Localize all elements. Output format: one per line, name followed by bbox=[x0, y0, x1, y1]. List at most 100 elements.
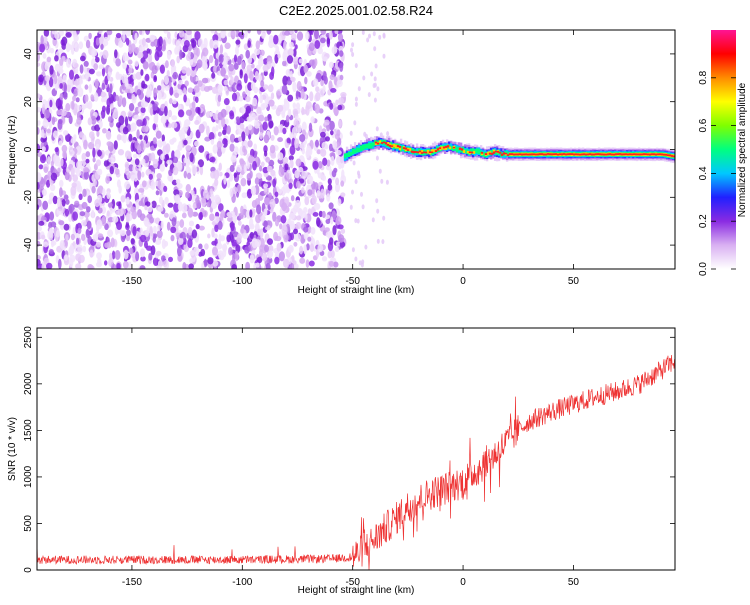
noise-speckle bbox=[47, 156, 51, 165]
noise-speckle bbox=[325, 136, 330, 142]
noise-speckle bbox=[332, 225, 337, 236]
noise-speckle bbox=[214, 216, 220, 224]
noise-speckle bbox=[292, 102, 296, 109]
signal-cell bbox=[416, 151, 420, 154]
noise-speckle bbox=[275, 219, 279, 227]
noise-speckle bbox=[83, 166, 89, 173]
noise-speckle bbox=[50, 172, 58, 181]
signal-cell bbox=[586, 153, 590, 156]
noise-speckle bbox=[264, 150, 268, 157]
signal-cell bbox=[347, 152, 351, 157]
noise-speckle bbox=[210, 138, 215, 145]
noise-speckle bbox=[71, 182, 77, 188]
noise-speckle bbox=[338, 119, 342, 128]
noise-speckle bbox=[73, 34, 79, 42]
signal-cell bbox=[664, 153, 668, 156]
noise-speckle bbox=[228, 246, 233, 256]
noise-speckle bbox=[335, 183, 340, 193]
noise-speckle bbox=[157, 180, 162, 190]
noise-speckle bbox=[80, 219, 87, 227]
noise-speckle bbox=[337, 33, 344, 42]
noise-speckle bbox=[59, 92, 64, 101]
noise-speckle bbox=[187, 207, 194, 218]
noise-speckle bbox=[354, 179, 358, 185]
signal-cell bbox=[662, 153, 666, 156]
noise-speckle bbox=[270, 61, 276, 69]
noise-speckle bbox=[223, 79, 228, 86]
noise-speckle bbox=[38, 164, 44, 170]
signal-cell bbox=[590, 153, 594, 156]
noise-speckle bbox=[309, 243, 314, 253]
noise-speckle bbox=[120, 229, 126, 237]
noise-speckle bbox=[234, 250, 239, 262]
signal-cell bbox=[388, 144, 392, 147]
noise-speckle bbox=[368, 33, 371, 39]
noise-speckle bbox=[130, 122, 137, 132]
noise-speckle bbox=[268, 39, 275, 49]
colorbar-ticks: 0.0 0.2 0.4 0.6 0.8 bbox=[698, 70, 736, 276]
noise-speckle bbox=[166, 50, 171, 60]
noise-speckle bbox=[161, 134, 165, 143]
noise-speckle bbox=[137, 144, 142, 154]
noise-speckle bbox=[87, 195, 92, 204]
signal-cell bbox=[492, 151, 496, 154]
noise-speckle bbox=[331, 46, 338, 55]
signal-cell bbox=[514, 153, 518, 156]
y-tick-label: 20 bbox=[23, 96, 34, 108]
noise-speckle bbox=[185, 109, 193, 116]
noise-speckle bbox=[292, 81, 297, 93]
noise-speckle bbox=[55, 229, 61, 238]
noise-speckle bbox=[259, 165, 263, 172]
y-tick-label: 2500 bbox=[23, 326, 34, 349]
signal-cell bbox=[616, 153, 620, 155]
signal-cell bbox=[498, 151, 502, 154]
noise-speckle bbox=[243, 73, 248, 84]
signal-cell bbox=[404, 147, 408, 150]
signal-cell bbox=[455, 147, 459, 153]
noise-speckle bbox=[212, 260, 219, 267]
noise-speckle bbox=[80, 55, 86, 62]
noise-speckle bbox=[136, 89, 142, 96]
noise-speckle bbox=[114, 49, 118, 59]
noise-speckle bbox=[270, 153, 276, 159]
noise-speckle bbox=[277, 104, 284, 112]
noise-speckle bbox=[262, 64, 269, 72]
noise-speckle bbox=[78, 41, 84, 50]
signal-cell bbox=[422, 151, 426, 154]
noise-speckle bbox=[310, 116, 315, 124]
noise-speckle bbox=[295, 158, 302, 167]
noise-speckle bbox=[75, 169, 82, 177]
noise-speckle bbox=[276, 188, 283, 194]
signal-cell bbox=[388, 143, 392, 146]
noise-speckle bbox=[225, 105, 231, 112]
noise-speckle bbox=[212, 39, 219, 49]
noise-speckle bbox=[301, 187, 305, 194]
noise-speckle bbox=[159, 64, 165, 74]
noise-speckle bbox=[371, 217, 375, 223]
noise-speckle bbox=[241, 192, 248, 199]
noise-speckle-layer bbox=[37, 30, 390, 269]
noise-speckle bbox=[219, 235, 226, 242]
signal-cell bbox=[396, 145, 400, 148]
noise-speckle bbox=[133, 173, 138, 182]
noise-speckle bbox=[122, 62, 127, 70]
noise-speckle bbox=[362, 75, 366, 81]
noise-speckle bbox=[231, 239, 238, 247]
noise-speckle bbox=[277, 137, 283, 143]
signal-cell bbox=[398, 146, 402, 148]
signal-cell bbox=[420, 152, 424, 154]
noise-speckle bbox=[125, 150, 131, 159]
noise-speckle bbox=[146, 48, 151, 54]
noise-speckle bbox=[73, 107, 78, 116]
noise-speckle bbox=[49, 227, 54, 234]
noise-speckle bbox=[288, 178, 293, 184]
signal-cell bbox=[448, 146, 452, 149]
noise-speckle bbox=[194, 140, 200, 147]
noise-speckle bbox=[301, 147, 305, 155]
noise-speckle bbox=[150, 180, 156, 190]
noise-speckle bbox=[168, 169, 173, 177]
noise-speckle bbox=[185, 191, 190, 199]
noise-speckle bbox=[79, 211, 86, 217]
noise-speckle bbox=[282, 127, 287, 135]
noise-speckle bbox=[303, 207, 308, 214]
